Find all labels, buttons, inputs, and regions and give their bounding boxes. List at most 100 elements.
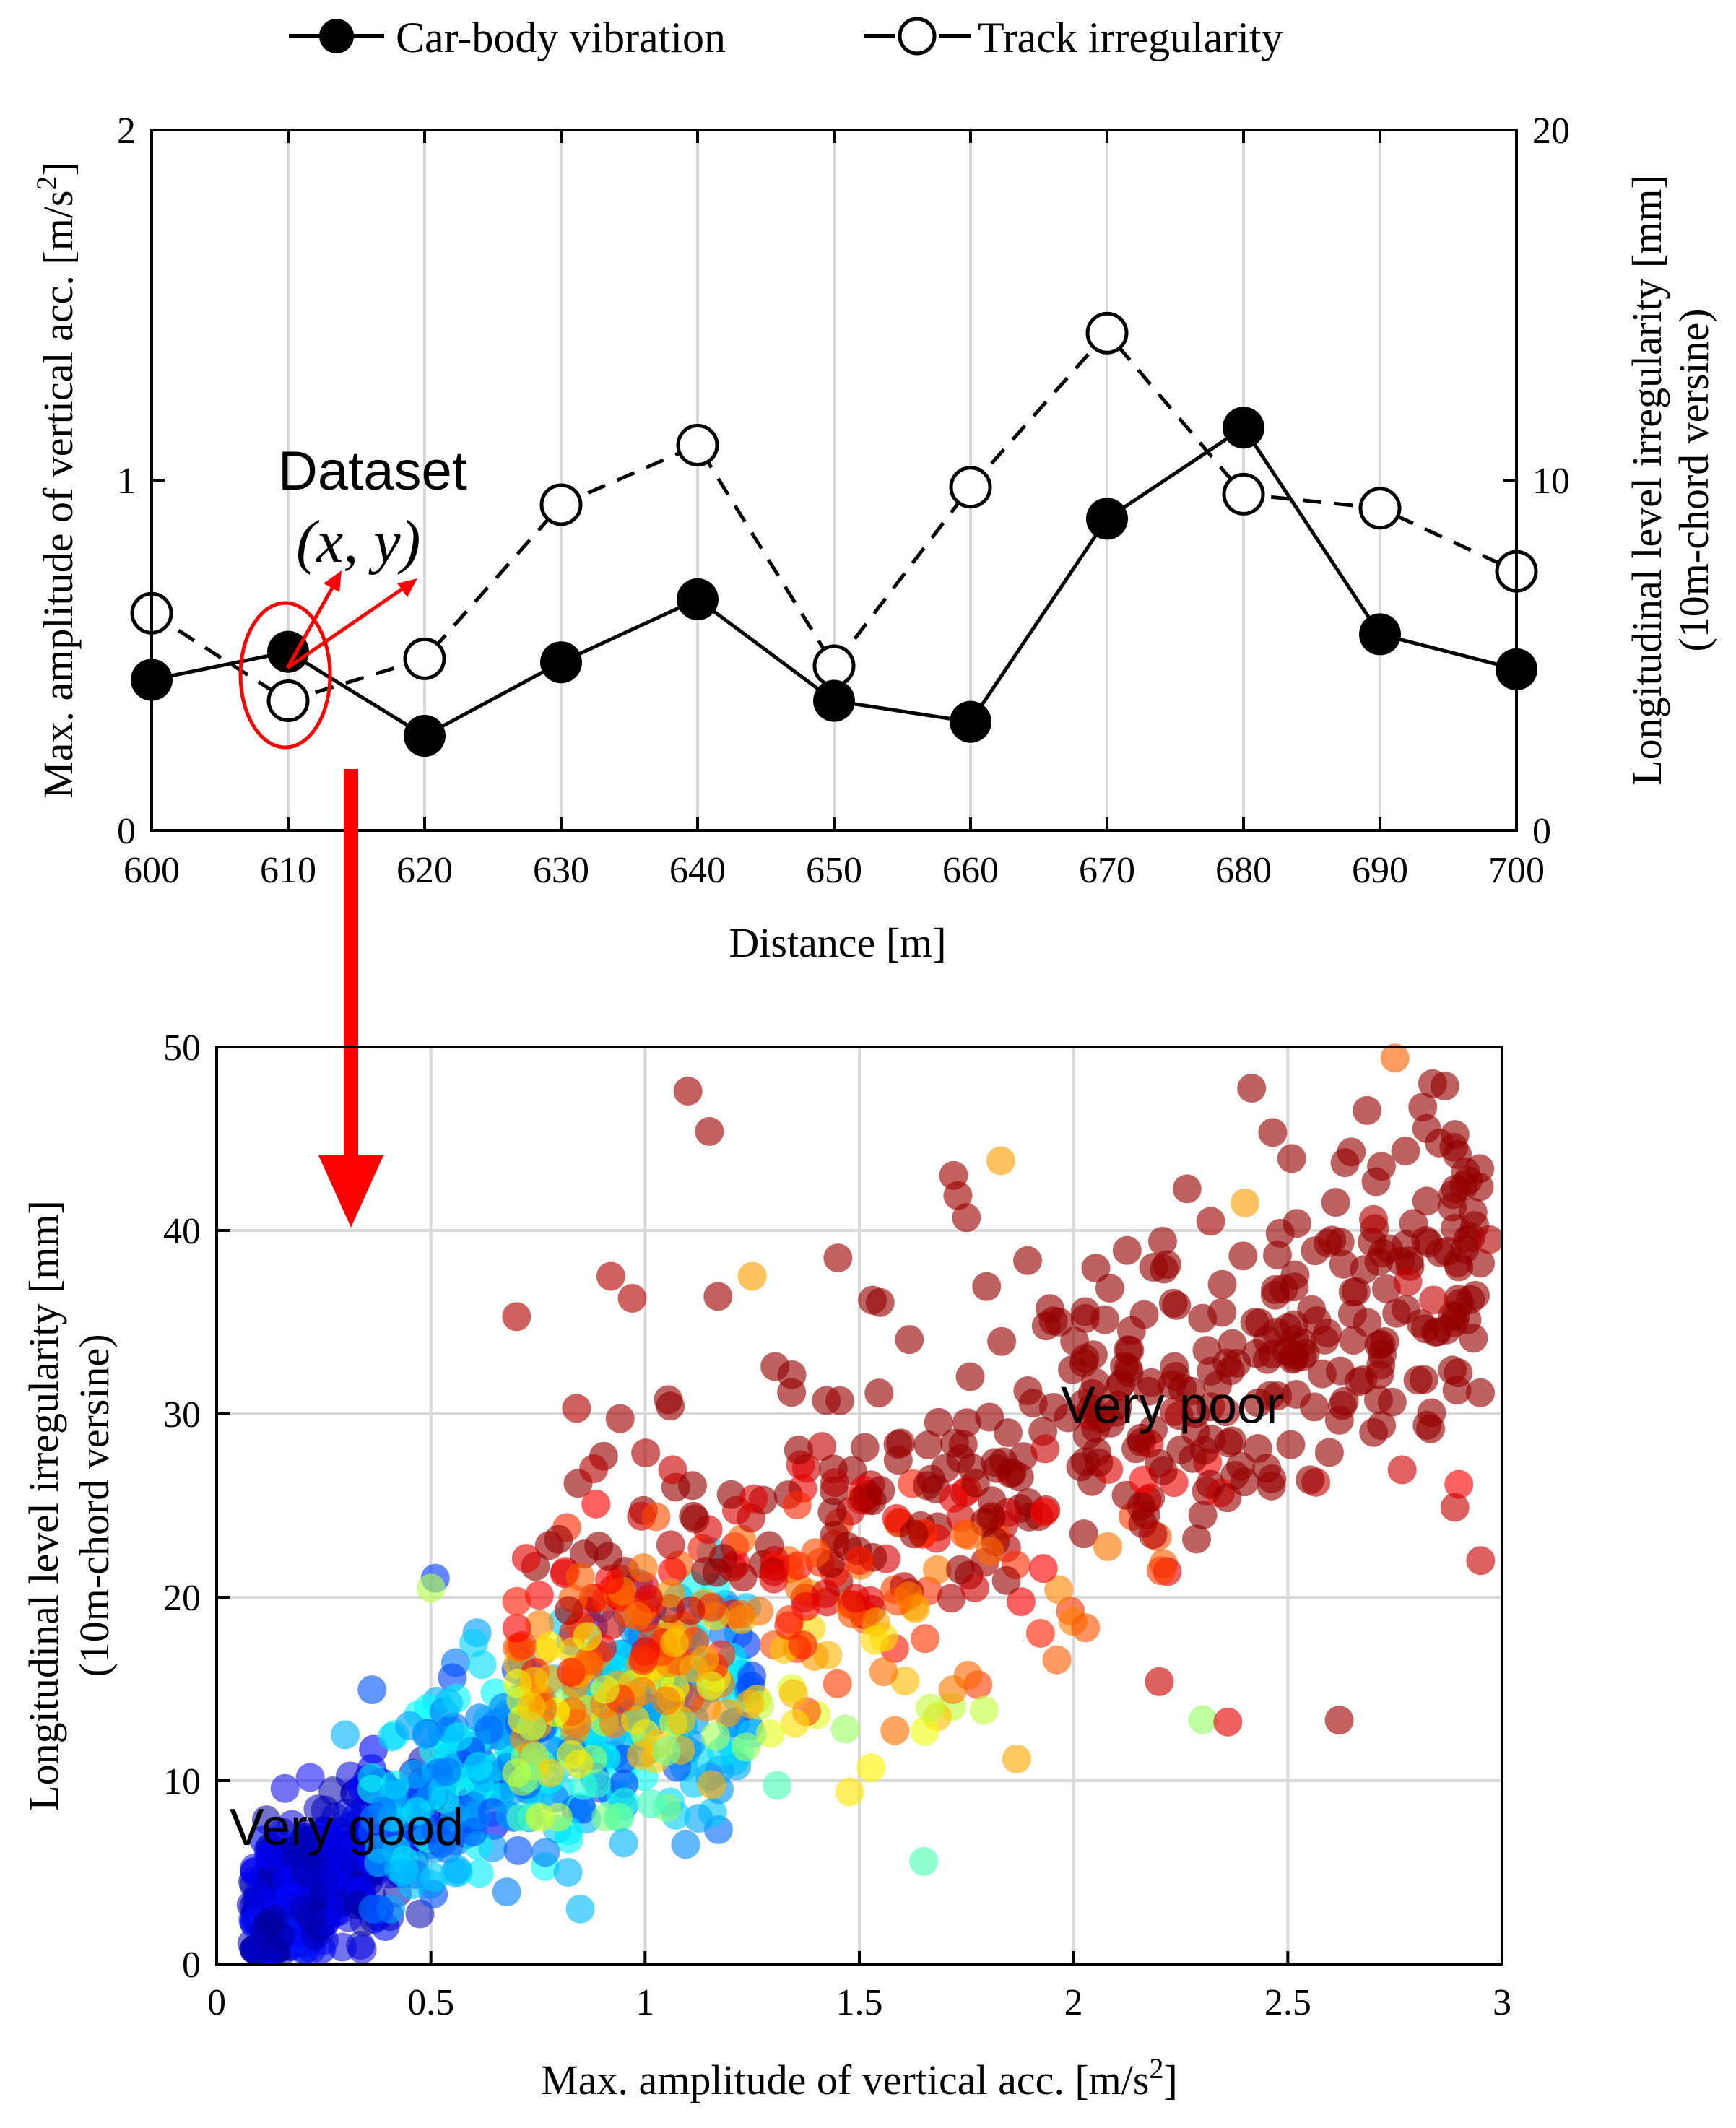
top-left-y-tick-label: 2: [117, 110, 136, 152]
scatter-point: [986, 1146, 1015, 1176]
scatter-point: [1207, 1269, 1237, 1299]
scatter-point: [1475, 1225, 1504, 1254]
scatter-point: [617, 1283, 647, 1313]
scatter-point: [459, 1628, 488, 1658]
scatter-point: [266, 1921, 295, 1951]
scatter-point: [562, 1394, 591, 1423]
scatter-point: [969, 1695, 999, 1725]
scatter-point: [1277, 1144, 1306, 1173]
scatter-point: [937, 1584, 966, 1613]
scatter-point: [866, 1476, 895, 1506]
scatter-point: [1411, 1225, 1441, 1255]
scatter-point: [1231, 1188, 1259, 1217]
scatter-point: [1196, 1207, 1225, 1236]
arrow-y-head: [397, 578, 417, 597]
scatter-point: [1181, 1524, 1211, 1554]
scatter-point: [1359, 1417, 1389, 1447]
scatter-point: [895, 1325, 924, 1355]
scatter-point: [1255, 1381, 1285, 1410]
scatter-point: [568, 1771, 598, 1800]
bottom-x-tick-label: 0: [207, 1982, 226, 2023]
bottom-x-axis-label: Max. amplitude of vertical acc. [m/s2]: [541, 2052, 1178, 2103]
scatter-point: [823, 1243, 853, 1273]
scatter-point: [953, 1521, 983, 1550]
scatter-point: [331, 1720, 360, 1750]
scatter-point: [677, 1471, 707, 1501]
top-x-tick-label: 660: [942, 850, 999, 891]
arrow-x-shaft: [285, 580, 338, 669]
scatter-point: [594, 1542, 623, 1571]
scatter-point: [525, 1610, 555, 1639]
top-x-tick-label: 640: [669, 850, 726, 891]
scatter-point: [660, 1628, 690, 1658]
scatter-point: [1301, 1236, 1330, 1266]
scatter-point: [735, 1689, 765, 1719]
scatter-point: [581, 1489, 611, 1519]
scatter-point: [671, 1830, 700, 1859]
top-left-y-tick-label: 1: [117, 461, 136, 502]
top-x-tick-label: 700: [1488, 850, 1545, 891]
scatter-point: [590, 1675, 620, 1704]
bottom-y-tick-label: 10: [163, 1761, 201, 1802]
scatter-point: [1222, 1348, 1251, 1378]
scatter-point: [712, 1698, 742, 1728]
scatter-point: [1013, 1246, 1043, 1275]
scatter-point: [910, 1624, 939, 1654]
bottom-y-axis-label-line2: (10m-chord versine): [71, 1334, 118, 1677]
scatter-point: [420, 1862, 449, 1892]
scatter-point: [850, 1433, 880, 1462]
legend-marker-open: [898, 17, 937, 56]
top-x-tick-label: 670: [1079, 850, 1135, 891]
scatter-point: [1466, 1546, 1496, 1576]
scatter-point: [886, 1428, 916, 1458]
scatter-point: [1391, 1137, 1420, 1166]
scatter-point: [579, 1454, 609, 1484]
scatter-point: [1152, 1250, 1181, 1280]
scatter-point: [690, 1645, 719, 1675]
scatter-point: [1002, 1744, 1031, 1773]
scatter-point: [564, 1749, 594, 1779]
top-x-tick-label: 610: [260, 850, 316, 891]
top-series: [130, 311, 1538, 757]
scatter-point: [1425, 1128, 1454, 1158]
scatter-point: [716, 1480, 746, 1509]
scatter-point: [658, 1455, 687, 1485]
scatter-point: [865, 1287, 895, 1317]
scatter-point: [948, 1430, 978, 1459]
scatter-point: [516, 1692, 546, 1721]
scatter-point: [568, 1794, 597, 1824]
scatter-point: [565, 1562, 595, 1591]
scatter-point: [676, 1596, 706, 1625]
scatter-point: [817, 1498, 847, 1527]
bottom-x-tick-label: 3: [1493, 1982, 1511, 2023]
scatter-point: [924, 1407, 953, 1437]
scatter-point: [760, 1352, 790, 1381]
scatter-point: [1466, 1248, 1496, 1278]
scatter-point: [656, 1530, 685, 1560]
scatter-point: [603, 1802, 633, 1832]
scatter-point: [1416, 1414, 1446, 1443]
track-irregularity-point: [1222, 472, 1265, 516]
scatter-point: [991, 1565, 1021, 1595]
scatter-point: [1444, 1469, 1474, 1499]
scatter-point: [1146, 1556, 1176, 1586]
scatter-point: [1412, 1186, 1441, 1216]
scatter-point: [432, 1757, 461, 1786]
scatter-point: [695, 1116, 724, 1146]
scatter-point: [535, 1758, 565, 1788]
scatter-point: [1341, 1277, 1371, 1306]
scatter-point: [1082, 1437, 1111, 1467]
scatter-point: [402, 1797, 431, 1826]
top-x-axis-label: Distance [m]: [729, 919, 946, 966]
track-irregularity-point: [812, 644, 856, 687]
scatter-point: [820, 1521, 849, 1550]
car-body-vibration-point: [813, 679, 855, 722]
scatter-point: [939, 1483, 968, 1513]
scatter-point: [641, 1502, 671, 1532]
scatter-point: [987, 1326, 1017, 1356]
legend-marker-filled: [319, 19, 354, 53]
scatter-point: [434, 1688, 464, 1718]
scatter-point: [368, 1796, 397, 1825]
scatter-point: [952, 1203, 981, 1233]
